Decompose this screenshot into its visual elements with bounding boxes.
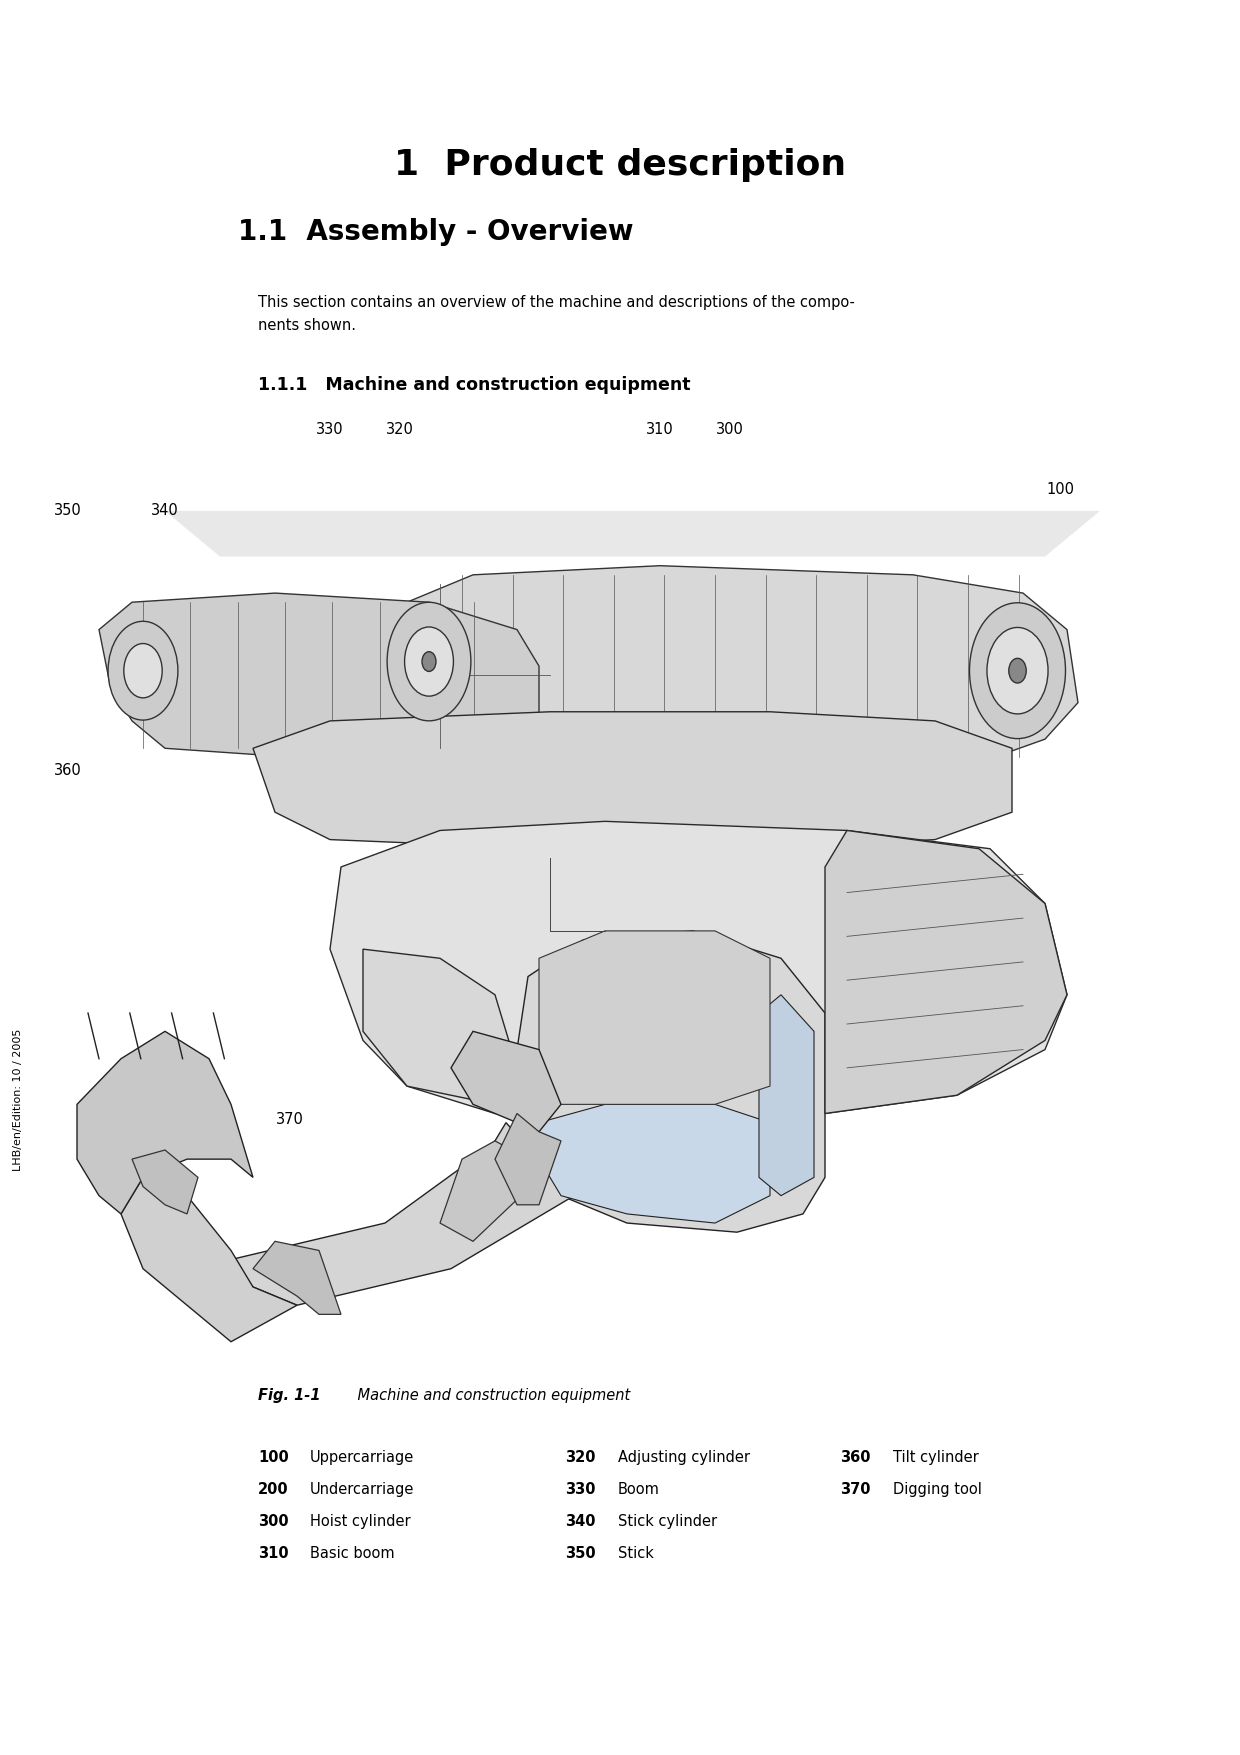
Text: 340: 340 <box>151 502 179 518</box>
Text: 360: 360 <box>55 762 82 777</box>
Text: Uppercarriage: Uppercarriage <box>310 1450 414 1465</box>
Text: 360: 360 <box>839 1450 870 1465</box>
Text: 330: 330 <box>316 423 343 437</box>
Polygon shape <box>131 1150 198 1214</box>
Text: 200: 200 <box>258 1481 289 1497</box>
Text: 1  Product description: 1 Product description <box>394 147 846 183</box>
Polygon shape <box>495 1113 560 1204</box>
Text: 350: 350 <box>565 1546 595 1560</box>
Polygon shape <box>231 1123 605 1306</box>
Text: 100: 100 <box>258 1450 289 1465</box>
Polygon shape <box>440 1141 551 1241</box>
Polygon shape <box>539 1104 770 1223</box>
Polygon shape <box>330 821 1066 1123</box>
Polygon shape <box>253 1241 341 1314</box>
Text: 340: 340 <box>565 1515 595 1529</box>
Text: 330: 330 <box>565 1481 595 1497</box>
Polygon shape <box>517 930 825 1232</box>
Text: 310: 310 <box>258 1546 289 1560</box>
Text: 1.1  Assembly - Overview: 1.1 Assembly - Overview <box>238 218 634 246</box>
Text: LHB/en/Edition: 10 / 2005: LHB/en/Edition: 10 / 2005 <box>12 1028 24 1171</box>
Text: 320: 320 <box>565 1450 595 1465</box>
Polygon shape <box>77 1032 253 1214</box>
Circle shape <box>387 602 471 721</box>
Text: 370: 370 <box>839 1481 870 1497</box>
Circle shape <box>108 621 177 720</box>
Circle shape <box>124 644 162 698</box>
Polygon shape <box>99 593 539 758</box>
Text: Stick: Stick <box>618 1546 653 1560</box>
Text: 1.1.1   Machine and construction equipment: 1.1.1 Machine and construction equipment <box>258 376 691 395</box>
Text: Tilt cylinder: Tilt cylinder <box>893 1450 978 1465</box>
Polygon shape <box>759 995 813 1195</box>
Polygon shape <box>122 1178 298 1343</box>
Text: Stick cylinder: Stick cylinder <box>618 1515 717 1529</box>
Text: Hoist cylinder: Hoist cylinder <box>310 1515 410 1529</box>
Polygon shape <box>407 565 1078 767</box>
Circle shape <box>970 602 1065 739</box>
Text: 300: 300 <box>258 1515 289 1529</box>
Polygon shape <box>451 1032 560 1132</box>
Circle shape <box>1009 658 1027 683</box>
Text: This section contains an overview of the machine and descriptions of the compo-: This section contains an overview of the… <box>258 295 854 311</box>
Text: Adjusting cylinder: Adjusting cylinder <box>618 1450 750 1465</box>
Text: 370: 370 <box>277 1113 304 1127</box>
Text: 350: 350 <box>55 502 82 518</box>
Text: 200: 200 <box>936 1062 963 1078</box>
Circle shape <box>404 627 454 697</box>
Text: nents shown.: nents shown. <box>258 318 356 333</box>
Circle shape <box>422 651 436 672</box>
Text: Digging tool: Digging tool <box>893 1481 982 1497</box>
Polygon shape <box>363 949 517 1104</box>
Polygon shape <box>825 830 1066 1113</box>
Text: Basic boom: Basic boom <box>310 1546 394 1560</box>
Polygon shape <box>165 511 1100 556</box>
Text: Boom: Boom <box>618 1481 660 1497</box>
Text: 310: 310 <box>646 423 673 437</box>
Text: 320: 320 <box>386 423 414 437</box>
Text: Undercarriage: Undercarriage <box>310 1481 414 1497</box>
Polygon shape <box>539 930 770 1104</box>
Text: 300: 300 <box>715 423 744 437</box>
Circle shape <box>987 628 1048 714</box>
Text: Fig. 1-1: Fig. 1-1 <box>258 1388 320 1402</box>
Polygon shape <box>253 713 1012 849</box>
Text: 100: 100 <box>1047 483 1074 497</box>
Text: Machine and construction equipment: Machine and construction equipment <box>339 1388 630 1402</box>
